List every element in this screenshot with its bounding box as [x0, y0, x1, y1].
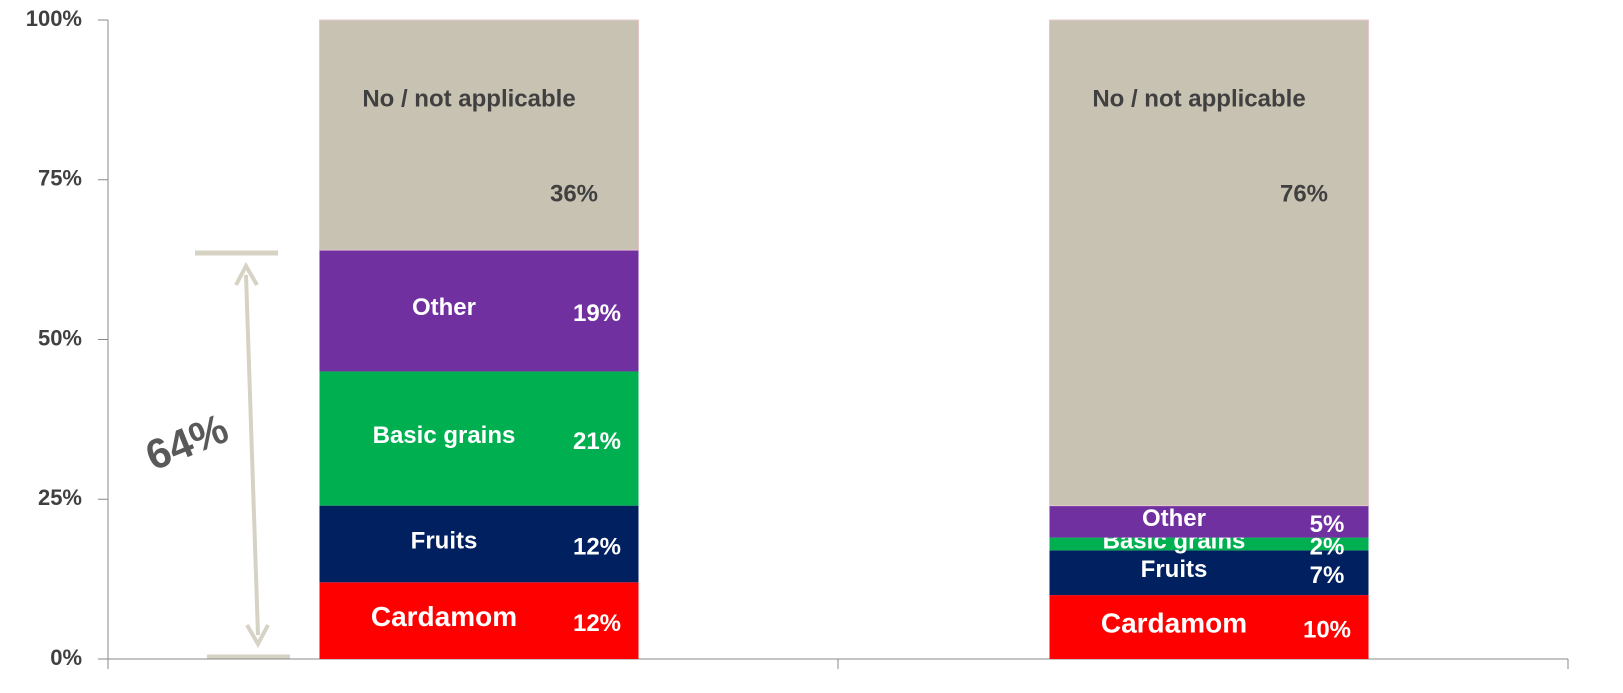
y-tick-label: 0% [50, 645, 82, 670]
value-label: 2% [1310, 533, 1345, 560]
bar-segment [318, 19, 640, 251]
value-label: 12% [573, 533, 621, 560]
y-tick-label: 50% [38, 325, 82, 350]
bar-segment [1049, 537, 1369, 551]
value-label: 7% [1310, 562, 1345, 589]
segment-name: Cardamom [371, 601, 517, 632]
y-tick-label: 25% [38, 485, 82, 510]
bar-segment [319, 505, 639, 583]
value-label: 21% [573, 428, 621, 455]
segment-name: Fruits [411, 527, 478, 554]
value-label: 12% [573, 610, 621, 637]
segment-name: Fruits [1141, 556, 1208, 583]
arrow [244, 274, 260, 636]
arrow-head [234, 261, 259, 287]
value-label: 76% [1280, 180, 1328, 207]
segment-name: No / not applicable [1092, 85, 1305, 112]
y-tick-label: 75% [38, 166, 82, 191]
bar-segment [319, 371, 639, 506]
bar-segment [1049, 550, 1369, 596]
value-label: 19% [573, 300, 621, 327]
y-tick-label: 100% [26, 6, 82, 31]
bar-segment [319, 582, 639, 659]
segment-name: No / not applicable [362, 85, 575, 112]
value-label: 10% [1303, 616, 1351, 643]
annotation: 64% [139, 404, 235, 479]
segment-name: Basic grains [373, 422, 516, 449]
bar-segment [1048, 19, 1370, 507]
segment-name: Other [412, 294, 476, 321]
bar-segment [319, 250, 639, 372]
bar-segment [1049, 505, 1369, 538]
segment-name: Cardamom [1101, 607, 1247, 638]
arrow-head [245, 623, 270, 649]
value-label: 36% [550, 180, 598, 207]
value-label: 5% [1310, 511, 1345, 538]
segment-name: Other [1142, 505, 1206, 532]
bar-segment [1049, 595, 1369, 659]
